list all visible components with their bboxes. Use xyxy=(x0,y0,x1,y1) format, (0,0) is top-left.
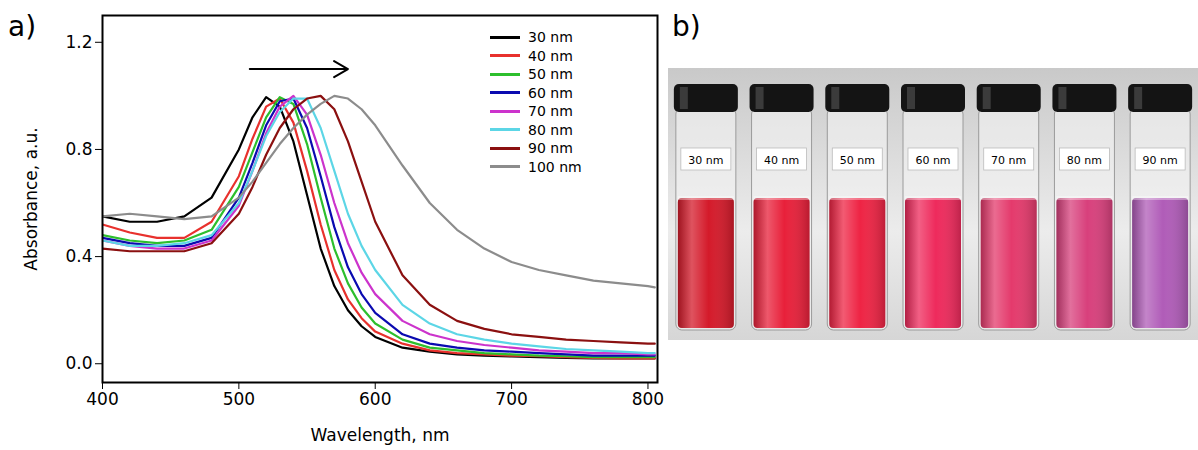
svg-text:Absorbance, a.u.: Absorbance, a.u. xyxy=(21,127,41,270)
svg-text:600: 600 xyxy=(359,389,391,409)
html-text:a): a) xyxy=(8,10,37,43)
svg-text:400: 400 xyxy=(86,389,118,409)
svg-text:50 nm: 50 nm xyxy=(840,154,875,167)
svg-text:70 nm: 70 nm xyxy=(991,154,1026,167)
svg-text:90 nm: 90 nm xyxy=(1143,154,1178,167)
svg-text:Wavelength, nm: Wavelength, nm xyxy=(311,425,450,445)
svg-text:0.0: 0.0 xyxy=(65,353,92,373)
html-text:60 nm: 60 nm xyxy=(528,84,573,101)
html-text:100 nm: 100 nm xyxy=(528,158,582,175)
html-text:70 nm: 70 nm xyxy=(528,103,573,120)
html-text:50 nm: 50 nm xyxy=(528,66,573,83)
svg-text:30 nm: 30 nm xyxy=(688,154,723,167)
html-text:90 nm: 90 nm xyxy=(528,140,573,157)
svg-text:700: 700 xyxy=(495,389,527,409)
svg-text:0.8: 0.8 xyxy=(65,139,92,159)
html-text:40 nm: 40 nm xyxy=(528,47,573,64)
svg-text:0.4: 0.4 xyxy=(65,246,92,266)
svg-text:500: 500 xyxy=(223,389,255,409)
html-text:b): b) xyxy=(672,10,701,43)
svg-text:1.2: 1.2 xyxy=(65,32,92,52)
svg-text:60 nm: 60 nm xyxy=(915,154,950,167)
svg-text:40 nm: 40 nm xyxy=(764,154,799,167)
svg-text:800: 800 xyxy=(632,389,664,409)
html-text:80 nm: 80 nm xyxy=(528,121,573,138)
html-text:30 nm: 30 nm xyxy=(528,29,573,46)
svg-text:80 nm: 80 nm xyxy=(1067,154,1102,167)
